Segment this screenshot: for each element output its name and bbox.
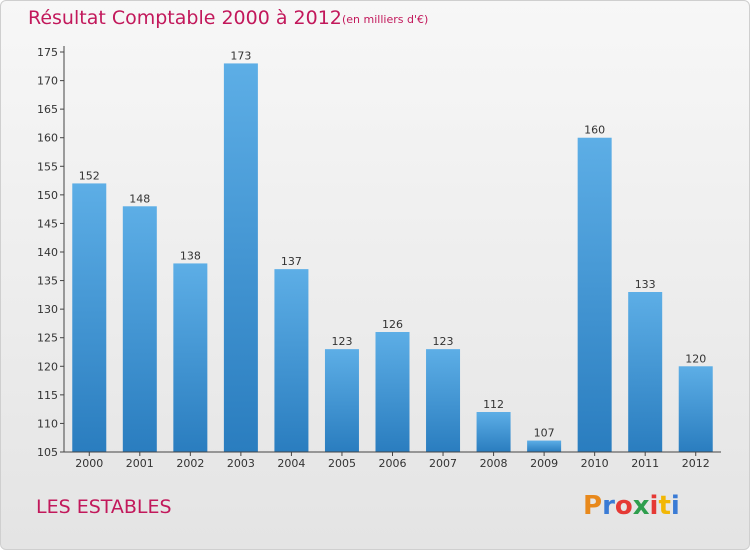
proxiti-logo[interactable]: Proxiti xyxy=(583,491,680,521)
x-tick-label: 2000 xyxy=(75,457,103,470)
y-tick-label: 160 xyxy=(37,132,58,145)
x-tick-label: 2008 xyxy=(480,457,508,470)
y-tick-label: 165 xyxy=(37,103,58,116)
y-tick-label: 170 xyxy=(37,75,58,88)
x-tick-label: 2011 xyxy=(631,457,659,470)
x-axis: 2000 2001 2002 2003 2004 2005 2006 2007 2008 2009… xyxy=(64,451,721,470)
bar xyxy=(678,366,713,452)
y-tick-label: 105 xyxy=(37,446,58,459)
x-tick-label: 2003 xyxy=(227,457,255,470)
bar-value-label: 120 xyxy=(685,352,706,365)
y-tick-label: 150 xyxy=(37,189,58,202)
y-tick-label: 175 xyxy=(37,46,58,59)
bar xyxy=(577,137,612,452)
bar-value-label: 148 xyxy=(129,192,150,205)
x-tick-label: 2010 xyxy=(581,457,609,470)
logo-letter: P xyxy=(583,491,603,521)
bar xyxy=(274,269,309,452)
bar xyxy=(527,440,562,452)
bar xyxy=(476,412,511,452)
x-tick-label: 2004 xyxy=(277,457,305,470)
y-tick-label: 155 xyxy=(37,160,58,173)
bar-value-label: 160 xyxy=(584,124,605,137)
chart-subtitle: (en milliers d'€) xyxy=(342,13,429,26)
logo-letter: r xyxy=(602,491,615,521)
x-tick-label: 2001 xyxy=(126,457,154,470)
bar-value-label: 173 xyxy=(230,49,251,62)
logo-letter: i xyxy=(670,491,680,521)
x-tick-label: 2006 xyxy=(379,457,407,470)
bar-value-label: 107 xyxy=(534,427,555,440)
chart-title: Résultat Comptable 2000 à 2012 xyxy=(28,7,342,29)
y-tick-label: 130 xyxy=(37,303,58,316)
bar-value-label: 137 xyxy=(281,255,302,268)
y-tick-label: 135 xyxy=(37,275,58,288)
y-tick-label: 125 xyxy=(37,332,58,345)
bar xyxy=(375,332,410,452)
x-tick-label: 2005 xyxy=(328,457,356,470)
bar xyxy=(122,206,157,452)
bar-value-label: 126 xyxy=(382,318,403,331)
bar-value-label: 133 xyxy=(635,278,656,291)
x-tick-label: 2002 xyxy=(176,457,204,470)
y-tick-label: 110 xyxy=(37,417,58,430)
bar-value-label: 123 xyxy=(331,335,352,348)
bar xyxy=(72,183,107,452)
bar xyxy=(628,292,663,452)
bar-value-label: 123 xyxy=(433,335,454,348)
bar-value-label: 112 xyxy=(483,398,504,411)
bars: 152 148 138 173 137 123 126 123 112 107 160 133 120 xyxy=(72,49,713,453)
location-name: LES ESTABLES xyxy=(36,496,172,518)
x-tick-label: 2009 xyxy=(530,457,558,470)
bar-value-label: 152 xyxy=(79,169,100,182)
bar xyxy=(223,63,258,453)
bar xyxy=(173,263,208,452)
logo-letter: x xyxy=(632,491,650,521)
bar xyxy=(324,349,359,452)
y-tick-label: 145 xyxy=(37,217,58,230)
logo-letter: i xyxy=(649,491,659,521)
y-tick-label: 140 xyxy=(37,246,58,259)
logo-letter: o xyxy=(614,491,633,521)
bar-value-label: 138 xyxy=(180,249,201,262)
y-tick-label: 120 xyxy=(37,360,58,373)
x-tick-label: 2007 xyxy=(429,457,457,470)
logo-letter: t xyxy=(658,491,671,521)
y-axis: 105 110 115 120 125 130 135 140 145 150 155 160 165 1… xyxy=(37,46,65,459)
bar xyxy=(426,349,461,452)
y-tick-label: 115 xyxy=(37,389,58,402)
x-tick-label: 2012 xyxy=(682,457,710,470)
